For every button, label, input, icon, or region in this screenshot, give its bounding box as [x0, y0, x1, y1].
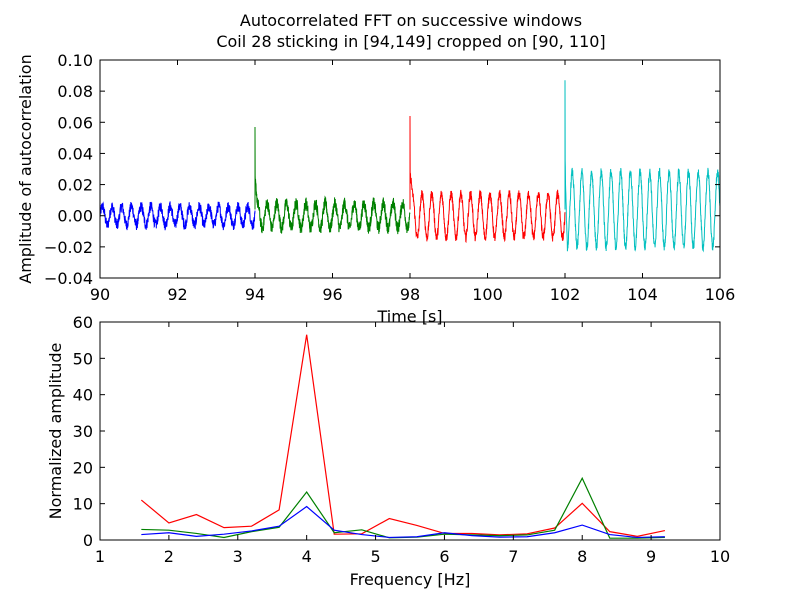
time-domain-plot: 90 92 94 96 98 100 102 104 106 0.10 0.08 0.06 0.04 0.… [16, 51, 735, 326]
frequency-y-tick-label: 50 [73, 349, 93, 368]
frequency-x-tick-label: 8 [577, 547, 587, 566]
time-series-line-2 [254, 126, 411, 235]
chart-title-line1: Autocorrelated FFT on successive windows [240, 11, 582, 30]
frequency-x-tick-label: 10 [710, 547, 730, 566]
frequency-x-tick-label: 2 [164, 547, 174, 566]
time-y-tick-label: 0.08 [57, 82, 93, 101]
time-x-tick-label: 94 [245, 285, 265, 304]
frequency-x-tick-label: 4 [302, 547, 312, 566]
frequency-x-tick-label: 6 [439, 547, 449, 566]
time-series-line-3 [409, 116, 566, 244]
time-x-tick-label: 96 [322, 285, 342, 304]
frequency-x-tick-label: 1 [95, 547, 105, 566]
frequency-y-tick-label: 20 [73, 458, 93, 477]
frequency-x-tick-label: 3 [233, 547, 243, 566]
time-x-tick-label: 100 [472, 285, 503, 304]
frequency-plot-ticks: 1 2 3 4 5 6 7 8 9 10 60 50 40 30 20 10 0 [73, 313, 731, 566]
frequency-y-tick-label: 40 [73, 386, 93, 405]
time-series-group [99, 80, 721, 253]
frequency-y-tick-label: 60 [73, 313, 93, 332]
frequency-x-axis-label: Frequency [Hz] [350, 570, 471, 589]
time-y-tick-label: −0.04 [44, 269, 93, 288]
time-x-tick-label: 98 [400, 285, 420, 304]
time-y-tick-label: −0.02 [44, 238, 93, 257]
frequency-x-tick-label: 5 [370, 547, 380, 566]
time-series-line-4 [564, 80, 721, 253]
time-y-tick-label: 0.00 [57, 207, 93, 226]
time-x-tick-label: 106 [705, 285, 736, 304]
time-y-axis-label: Amplitude of autocorrelation [16, 54, 35, 283]
frequency-y-tick-label: 10 [73, 495, 93, 514]
chart-title-line2: Coil 28 sticking in [94,149] cropped on … [216, 32, 605, 51]
time-x-axis-label: Time [s] [376, 307, 442, 326]
frequency-series-line-3 [141, 505, 665, 539]
frequency-x-tick-label: 9 [646, 547, 656, 566]
frequency-x-tick-label: 7 [508, 547, 518, 566]
time-x-tick-label: 92 [167, 285, 187, 304]
time-plot-ticks: 90 92 94 96 98 100 102 104 106 0.10 0.08 0.06 0.04 0.… [44, 51, 735, 304]
frequency-series-group [140, 334, 666, 539]
frequency-y-axis-label: Normalized amplitude [46, 343, 65, 520]
time-y-tick-label: 0.10 [57, 51, 93, 70]
frequency-y-tick-label: 30 [73, 422, 93, 441]
time-series-line-1 [99, 201, 256, 231]
time-y-tick-label: 0.02 [57, 176, 93, 195]
frequency-y-tick-label: 0 [83, 531, 93, 550]
frequency-series-line-1 [140, 334, 666, 537]
time-y-tick-label: 0.06 [57, 113, 93, 132]
time-x-tick-label: 104 [627, 285, 658, 304]
time-x-tick-label: 90 [90, 285, 110, 304]
time-y-tick-label: 0.04 [57, 144, 93, 163]
time-x-tick-label: 102 [550, 285, 581, 304]
